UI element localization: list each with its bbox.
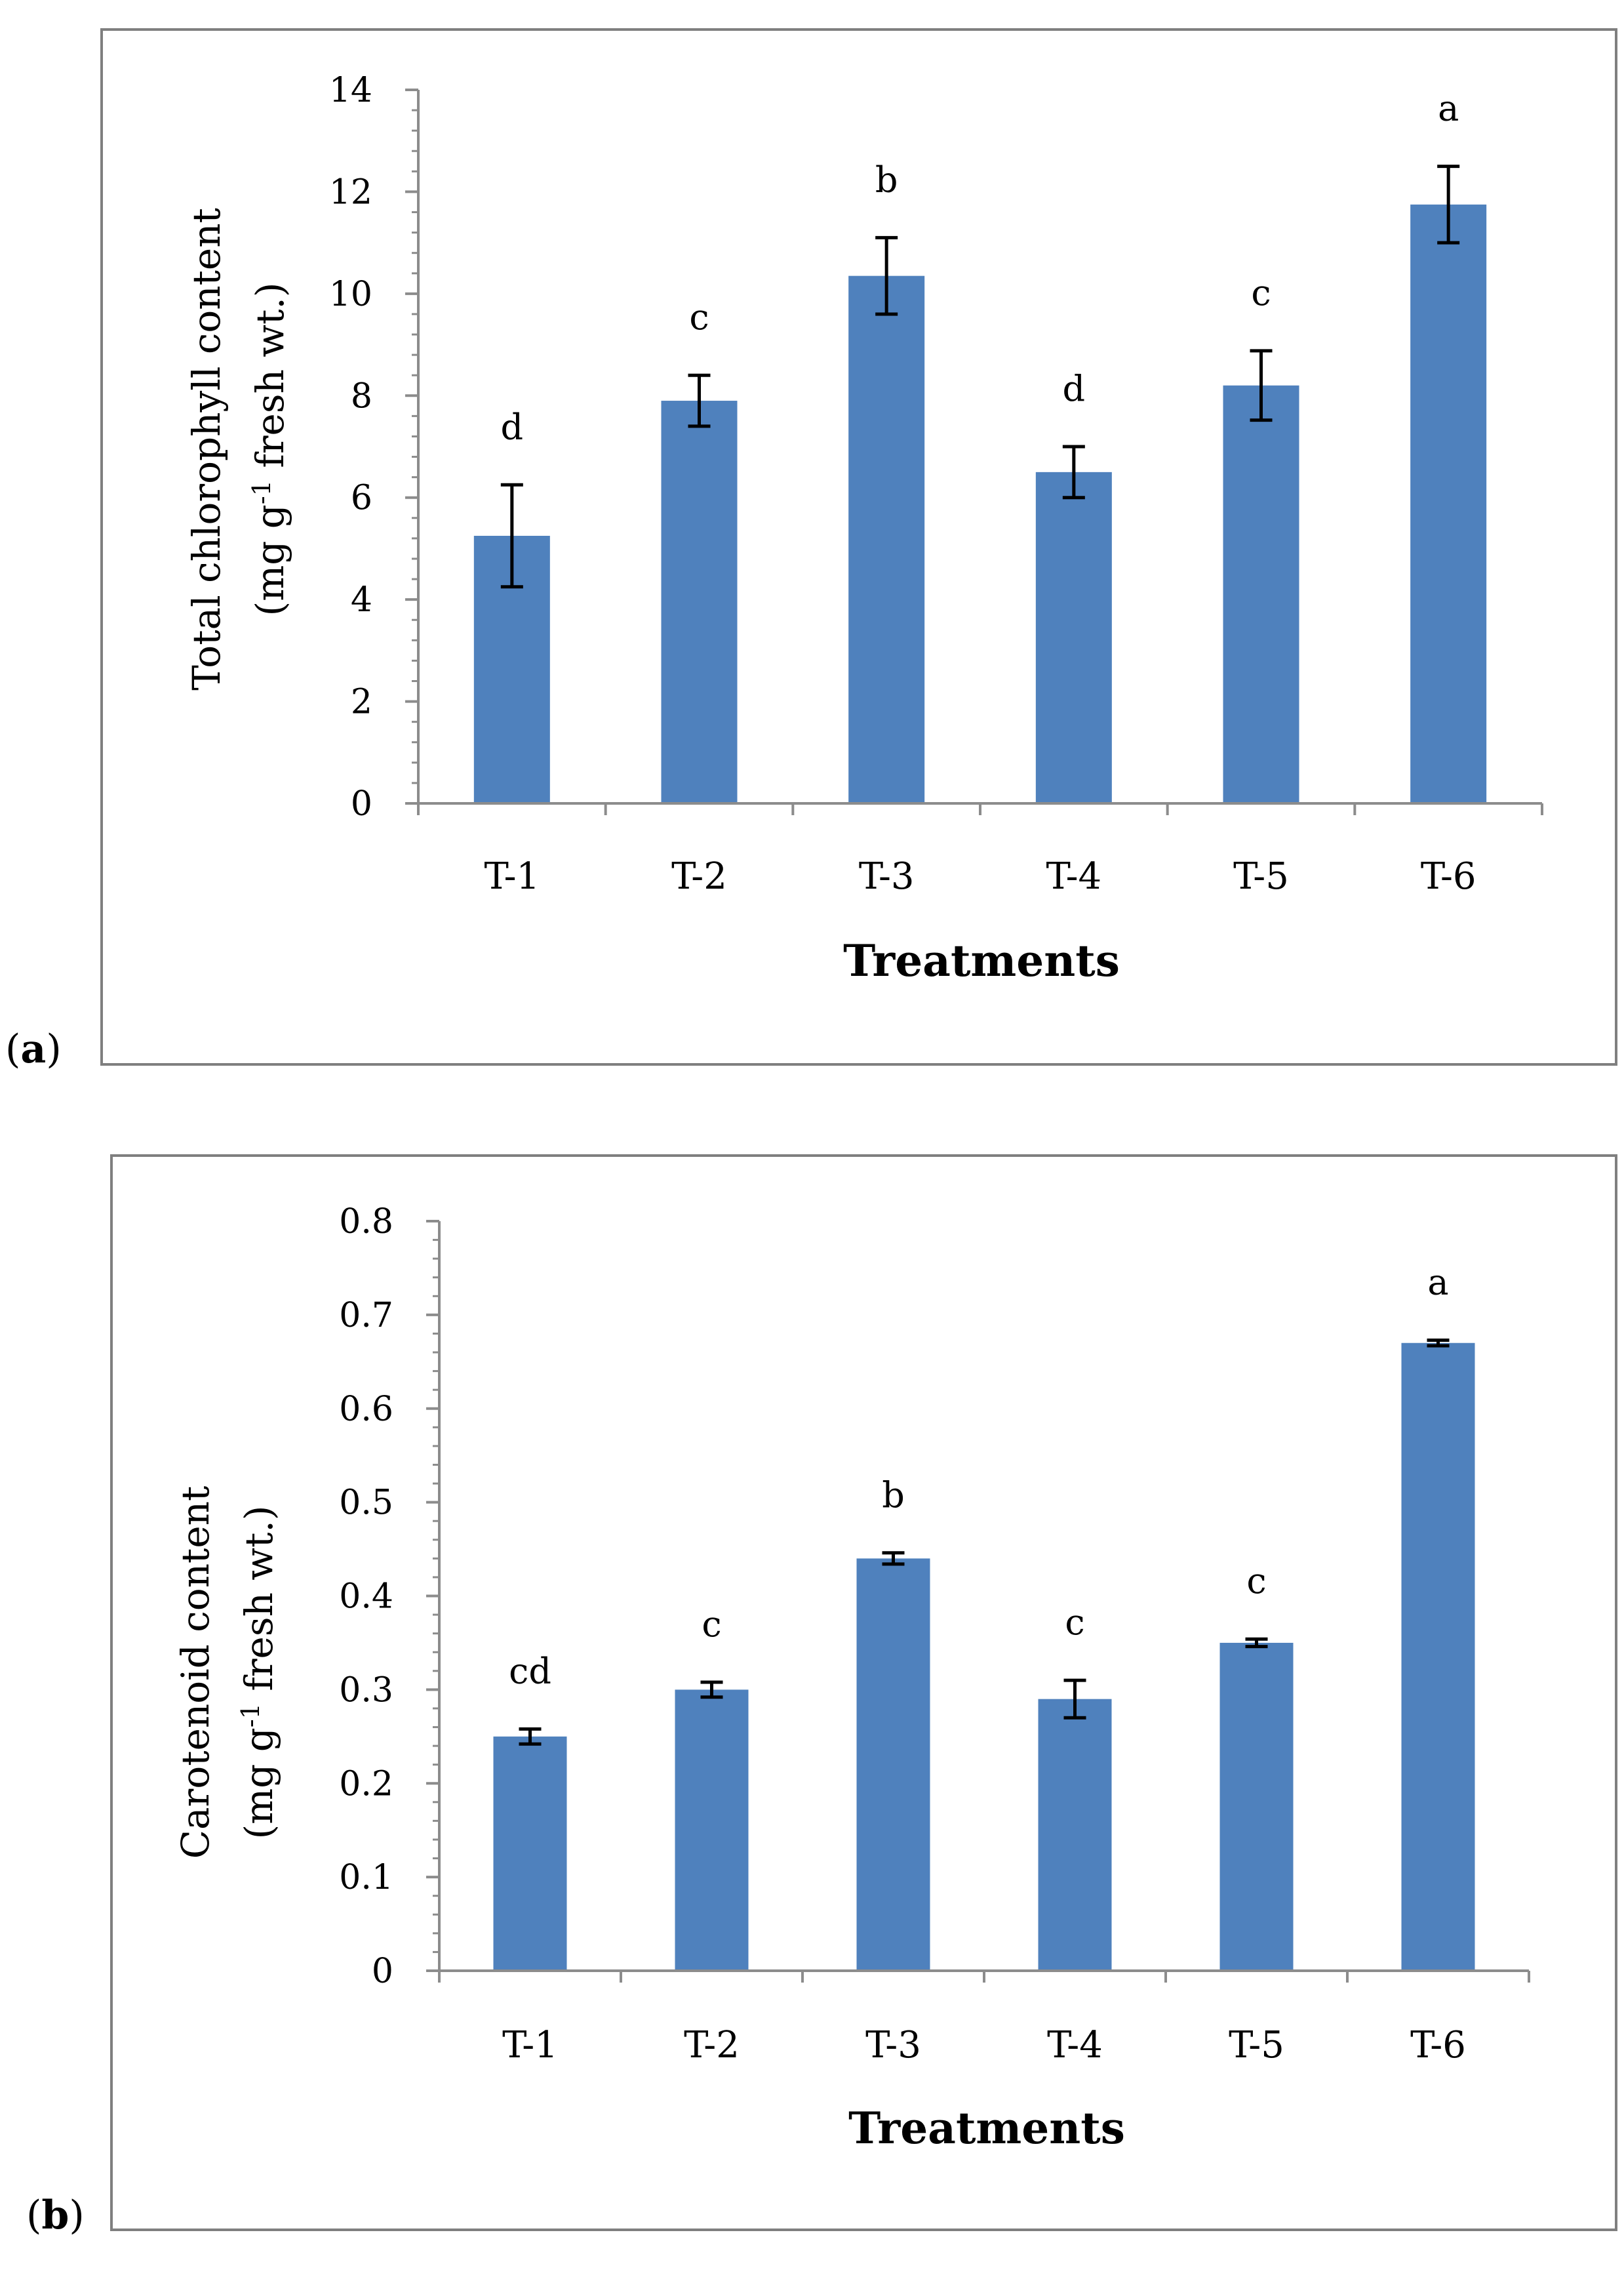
panel-b-bar-t-5 bbox=[1219, 1642, 1294, 1971]
panel-b-y-tick-label: 0.2 bbox=[339, 1764, 393, 1804]
panel-b-y-tick-label: 0.3 bbox=[339, 1670, 393, 1710]
panel-a-category-label-t-3: T-3 bbox=[859, 855, 915, 898]
panel-a-y-tick-label: 12 bbox=[329, 172, 372, 212]
panel-a-bar-t-6 bbox=[1410, 204, 1487, 803]
panel-b-category-label-t-6: T-6 bbox=[1410, 2024, 1466, 2067]
panel-b-x-axis: T-1 T-2 T-3 T-4 T-5 T-6 bbox=[438, 1969, 1530, 2067]
panel-a-significance-t-5: c bbox=[1251, 272, 1271, 313]
panel-a-category-label-t-6: T-6 bbox=[1421, 855, 1476, 898]
panel-a-x-axis: T-1 T-2 T-3 T-4 T-5 T-6 bbox=[417, 802, 1543, 898]
panel-b-significance-t-6: a bbox=[1427, 1261, 1448, 1302]
panel-b-category-label-t-4: T-4 bbox=[1047, 2024, 1103, 2067]
panel-a-label: (a) bbox=[5, 1026, 62, 1072]
panel-b-category-label-t-2: T-2 bbox=[684, 2024, 740, 2067]
panel-b-category-label-t-3: T-3 bbox=[865, 2024, 921, 2067]
panel-a-y-tick-label: 4 bbox=[351, 580, 372, 620]
panel-b-error-bar-t-4 bbox=[1063, 1678, 1086, 1720]
panel-b-label-letter: b bbox=[41, 2192, 69, 2238]
panel-a-x-axis-title: Treatments bbox=[843, 935, 1120, 986]
panel-b-significance-t-3: b bbox=[882, 1474, 905, 1516]
panel-a-error-bar-t-6 bbox=[1437, 165, 1460, 245]
panel-a-category-label-t-2: T-2 bbox=[671, 855, 727, 898]
panel-a-y-tick-label: 0 bbox=[351, 784, 372, 824]
panel-b-bar-t-4 bbox=[1038, 1699, 1112, 1971]
panel-b-significance-t-2: c bbox=[702, 1603, 721, 1645]
panel-b-bar-t-6 bbox=[1401, 1342, 1475, 1971]
panel-a-error-bar-t-1 bbox=[500, 483, 523, 589]
panel-a-bars bbox=[473, 204, 1487, 804]
panel-a-y-tick-label: 10 bbox=[329, 275, 372, 314]
panel-a-y-axis-title: Total chlorophyll content bbox=[184, 208, 229, 691]
panel-b-y-axis-units: (mg g-1 fresh wt.) bbox=[236, 1506, 281, 1840]
panel-b-y-tick-label: 0.4 bbox=[339, 1577, 393, 1617]
panel-a-y-tick-label: 2 bbox=[351, 683, 372, 722]
panel-a-bar-t-5 bbox=[1223, 385, 1299, 803]
panel-b-significance-t-1: cd bbox=[509, 1650, 551, 1691]
panel-a-y-tick-label: 14 bbox=[329, 71, 372, 110]
panel-a-y-axis: 0 2 4 6 8 10 12 14 bbox=[329, 71, 420, 824]
panel-a-category-label-t-5: T-5 bbox=[1233, 855, 1289, 898]
panel-b-y-axis: 0 0.1 0.2 0.3 0.4 0.5 0.6 0.7 0.8 bbox=[339, 1202, 441, 1991]
panel-a-label-letter: a bbox=[20, 1026, 46, 1072]
panel-a-frame bbox=[100, 28, 1617, 1066]
panel-a-bar-t-4 bbox=[1035, 472, 1112, 803]
panel-a-error-bar-t-5 bbox=[1250, 349, 1273, 422]
panel-b-error-bar-t-6 bbox=[1427, 1338, 1450, 1348]
panel-b-error-bars bbox=[519, 1338, 1450, 1746]
panel-b-error-bar-t-2 bbox=[700, 1680, 723, 1699]
panel-b-error-bar-t-5 bbox=[1245, 1637, 1268, 1649]
panel-b-bar-t-1 bbox=[493, 1736, 567, 1971]
panel-b-x-axis-title: Treatments bbox=[848, 2103, 1125, 2154]
panel-a-significance-letters: d c b d c a bbox=[501, 88, 1459, 448]
panel-b-category-label-t-5: T-5 bbox=[1229, 2024, 1284, 2067]
panel-b-bars bbox=[493, 1342, 1475, 1971]
panel-b-frame bbox=[110, 1154, 1617, 2231]
panel-a-significance-t-6: a bbox=[1438, 88, 1459, 129]
panel-b-category-label-t-1: T-1 bbox=[502, 2024, 558, 2067]
panel-a-significance-t-3: b bbox=[875, 159, 898, 200]
panel-a-category-label-t-1: T-1 bbox=[484, 855, 540, 898]
panel-a-category-label-t-4: T-4 bbox=[1046, 855, 1101, 898]
panel-b-significance-letters: cd c b c c a bbox=[509, 1261, 1449, 1691]
panel-b-bar-t-2 bbox=[675, 1689, 749, 1971]
panel-b-significance-t-5: c bbox=[1246, 1560, 1266, 1602]
panel-a-error-bar-t-4 bbox=[1062, 445, 1085, 500]
panel-b-bar-t-3 bbox=[856, 1558, 930, 1971]
panel-b-y-tick-label: 0.5 bbox=[339, 1483, 393, 1523]
panel-b-label: (b) bbox=[26, 2192, 85, 2238]
chart-panel-b: (b) 0 0.1 0.2 0.3 0.4 0.5 0.6 0.7 0.8 cd c b c c a T-… bbox=[26, 1154, 1617, 2238]
panel-b-y-tick-label: 0.8 bbox=[339, 1202, 393, 1241]
panel-b-y-axis-title: Carotenoid content bbox=[173, 1486, 218, 1859]
panel-a-significance-t-2: c bbox=[689, 296, 709, 338]
panel-b-error-bar-t-3 bbox=[882, 1551, 905, 1566]
panel-b-significance-t-4: c bbox=[1065, 1602, 1084, 1643]
panel-a-error-bars bbox=[500, 165, 1460, 589]
panel-a-error-bar-t-3 bbox=[875, 235, 898, 316]
panel-a-y-axis-units: (mg g-1 fresh wt.) bbox=[247, 283, 292, 616]
panel-a-bar-t-3 bbox=[848, 275, 925, 804]
panel-a-significance-t-1: d bbox=[501, 406, 524, 447]
panel-b-y-tick-label: 0 bbox=[372, 1952, 393, 1991]
panel-b-y-tick-label: 0.1 bbox=[339, 1858, 393, 1897]
panel-a-bar-t-2 bbox=[661, 401, 738, 803]
panel-a-y-tick-label: 8 bbox=[351, 376, 372, 416]
panel-a-y-tick-label: 6 bbox=[351, 479, 372, 518]
panel-a-significance-t-4: d bbox=[1063, 368, 1086, 409]
panel-a-error-bar-t-2 bbox=[688, 373, 711, 428]
panel-b-y-tick-label: 0.7 bbox=[339, 1296, 393, 1335]
panel-b-y-tick-label: 0.6 bbox=[339, 1390, 393, 1429]
panel-b-error-bar-t-1 bbox=[519, 1727, 542, 1746]
